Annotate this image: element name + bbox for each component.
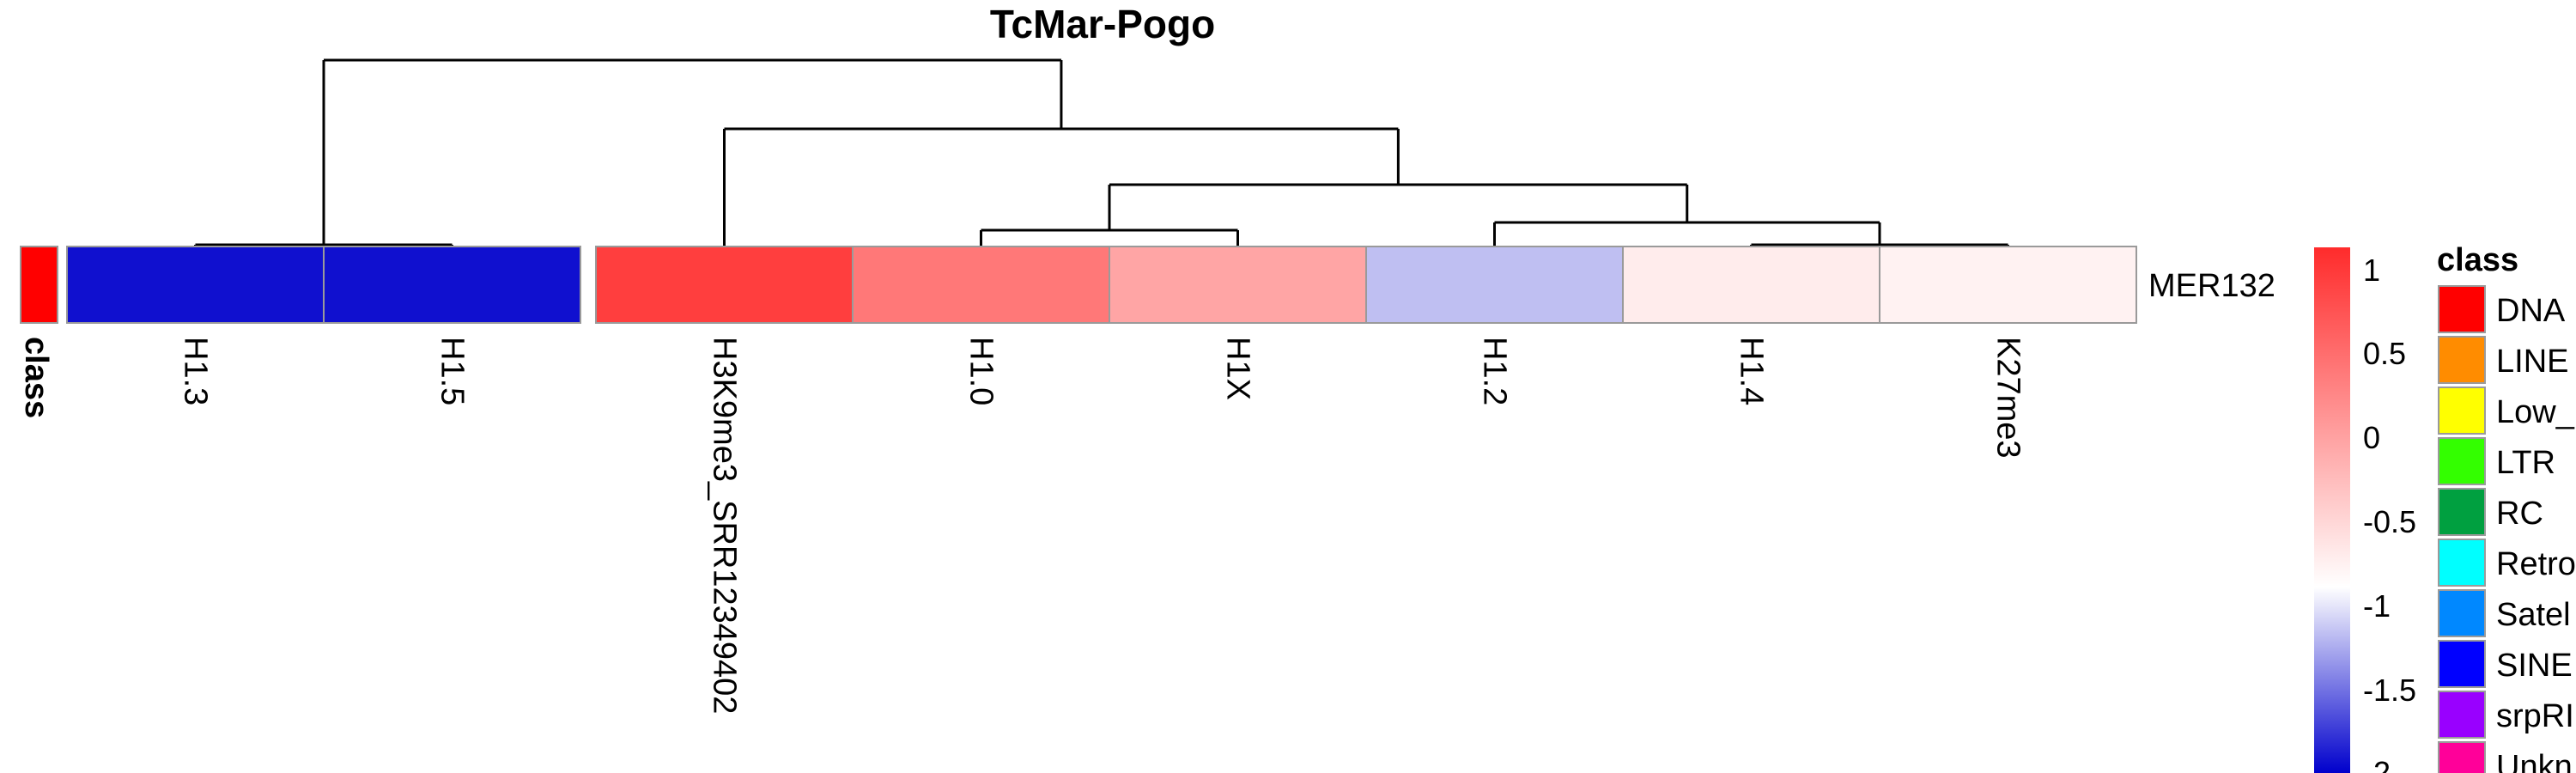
class-legend-swatch-rc <box>2438 488 2486 536</box>
column-label-h3k9me3-srr12349402: H3K9me3_SRR12349402 <box>707 337 743 714</box>
heatmap-cell-h1x <box>1109 246 1367 324</box>
color-scale-tick: 0.5 <box>2363 336 2406 371</box>
class-legend-label-retro: Retro <box>2496 546 2576 582</box>
class-legend-label-rc: RC <box>2496 496 2543 532</box>
class-legend-swatch-unkn <box>2438 741 2486 773</box>
color-scale-tick: -2 <box>2363 755 2391 773</box>
class-legend: DNA LINE Low_ LTR RC Retro Satel SINE srpRI Unkn <box>2438 285 2576 773</box>
column-label-h1-0: H1.0 <box>963 337 999 405</box>
column-labels: H1.3 H1.5 H3K9me3_SRR12349402 H1.0 H1X H1.2 H1… <box>178 337 2026 714</box>
heatmap-cells <box>66 246 2137 324</box>
class-legend-swatch-sine <box>2438 640 2486 688</box>
color-scale-tick: -0.5 <box>2363 504 2416 539</box>
class-legend-title: class <box>2437 242 2518 278</box>
class-legend-label-low-: Low_ <box>2496 394 2575 430</box>
class-legend-label-unkn: Unkn <box>2496 749 2573 773</box>
class-legend-label-ltr: LTR <box>2496 445 2555 481</box>
column-label-h1-2: H1.2 <box>1477 337 1513 405</box>
heatmap-cell-h1-3 <box>66 246 325 324</box>
color-scale-ticks: 1 0.5 0 -0.5 -1 -1.5 -2 <box>2363 253 2416 773</box>
column-label-h1-5: H1.5 <box>434 337 471 405</box>
row-label-mer132: MER132 <box>2148 268 2275 304</box>
heatmap-cell-h1-4 <box>1622 246 1880 324</box>
class-legend-label-dna: DNA <box>2496 293 2566 329</box>
class-legend-swatch-line <box>2438 336 2486 384</box>
heatmap-cell-h1-2 <box>1365 246 1624 324</box>
class-legend-swatch-ltr <box>2438 437 2486 485</box>
class-legend-label-sine: SINE <box>2496 648 2573 684</box>
heatmap-cell-h1-5 <box>323 246 581 324</box>
column-label-h1-4: H1.4 <box>1734 337 1770 405</box>
column-label-h1-3: H1.3 <box>178 337 214 405</box>
class-legend-swatch-srpri <box>2438 691 2486 739</box>
heatmap-cell-h3k9me3-srr12349402 <box>595 246 854 324</box>
class-legend-label-srpri: srpRI <box>2496 698 2574 734</box>
row-annotation-label: class <box>18 337 54 418</box>
column-dendrogram <box>194 58 2009 247</box>
row-annotation-cell <box>20 246 58 324</box>
heatmap-cell-h1-0 <box>852 246 1110 324</box>
color-scale-tick: -1 <box>2363 588 2391 624</box>
color-scale-tick: -1.5 <box>2363 673 2416 708</box>
class-legend-swatch-low- <box>2438 386 2486 435</box>
column-label-k27me3: K27me3 <box>1990 337 2026 459</box>
color-scale-bar <box>2314 247 2350 773</box>
class-legend-swatch-dna <box>2438 285 2486 333</box>
chart-title: TcMar-Pogo <box>990 2 1215 46</box>
class-legend-label-satel: Satel <box>2496 597 2571 633</box>
class-legend-swatch-retro <box>2438 539 2486 587</box>
heatmap-cell-k27me3 <box>1879 246 2137 324</box>
class-legend-label-line: LINE <box>2496 344 2568 380</box>
column-label-h1x: H1X <box>1220 337 1256 400</box>
class-legend-swatch-satel <box>2438 589 2486 637</box>
color-scale-tick: 0 <box>2363 420 2380 455</box>
color-scale-tick: 1 <box>2363 253 2380 288</box>
